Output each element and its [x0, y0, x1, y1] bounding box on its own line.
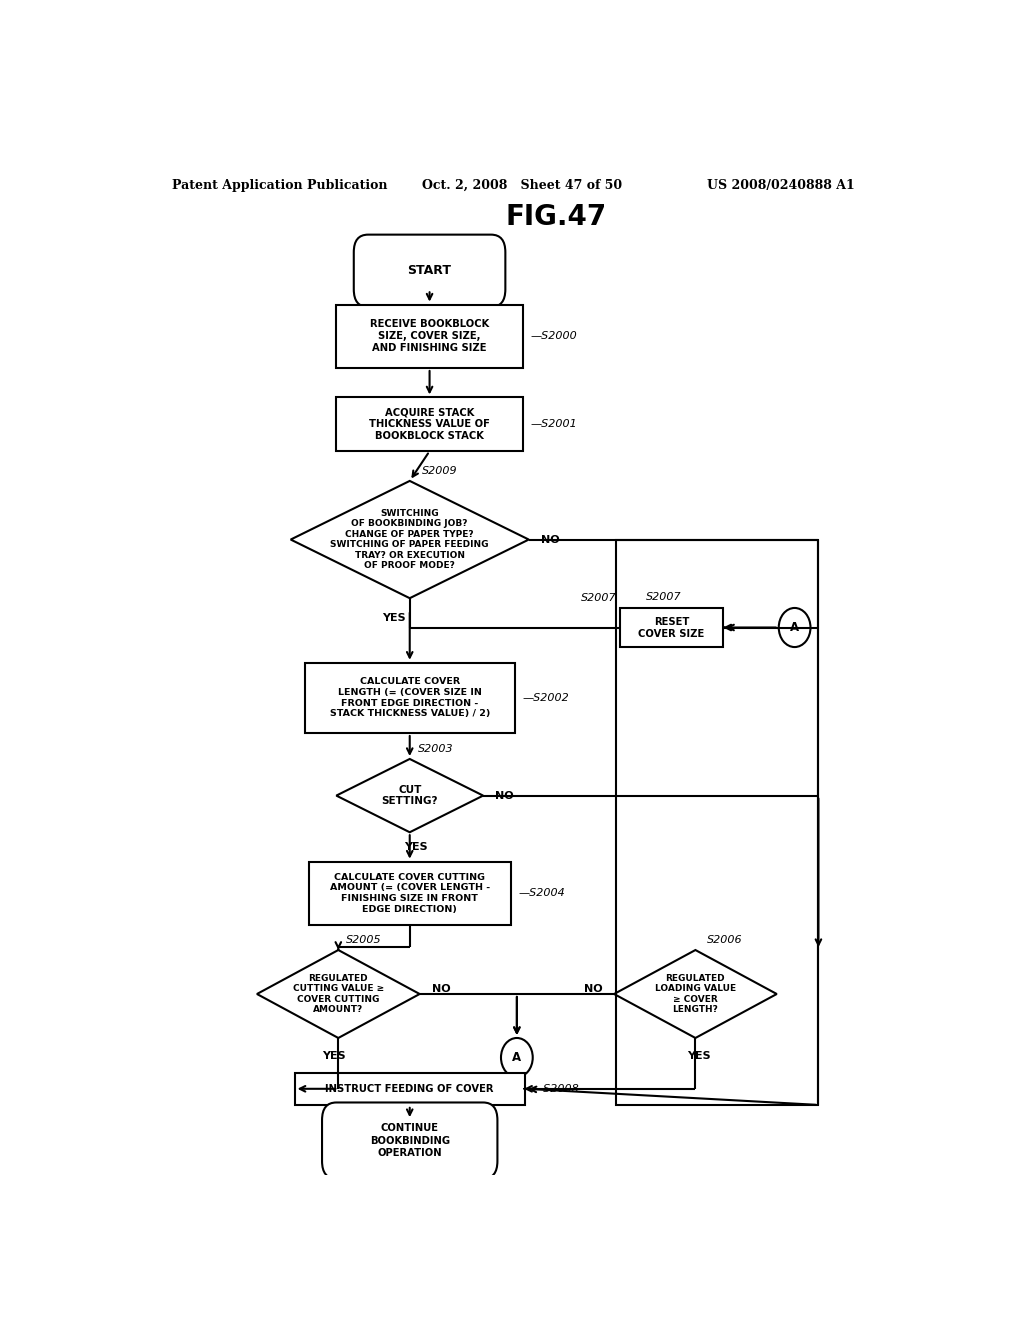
- Text: NO: NO: [495, 791, 514, 801]
- Bar: [621, 609, 723, 647]
- Text: ACQUIRE STACK
THICKNESS VALUE OF
BOOKBLOCK STACK: ACQUIRE STACK THICKNESS VALUE OF BOOKBLO…: [369, 408, 490, 441]
- Text: REGULATED
CUTTING VALUE ≥
COVER CUTTING
AMOUNT?: REGULATED CUTTING VALUE ≥ COVER CUTTING …: [293, 974, 384, 1014]
- Text: NO: NO: [431, 985, 451, 994]
- Polygon shape: [614, 950, 777, 1038]
- Text: RECEIVE BOOKBLOCK
SIZE, COVER SIZE,
AND FINISHING SIZE: RECEIVE BOOKBLOCK SIZE, COVER SIZE, AND …: [370, 319, 489, 354]
- FancyBboxPatch shape: [322, 1102, 498, 1179]
- Bar: [336, 397, 523, 451]
- Text: S2006: S2006: [708, 935, 743, 945]
- Text: —S2004: —S2004: [519, 888, 565, 899]
- Text: REGULATED
LOADING VALUE
≥ COVER
LENGTH?: REGULATED LOADING VALUE ≥ COVER LENGTH?: [655, 974, 736, 1014]
- Polygon shape: [257, 950, 420, 1038]
- Text: FIG.47: FIG.47: [506, 203, 607, 231]
- Text: NO: NO: [541, 535, 559, 545]
- Text: YES: YES: [323, 1051, 346, 1060]
- Text: CALCULATE COVER CUTTING
AMOUNT (= (COVER LENGTH -
FINISHING SIZE IN FRONT
EDGE D: CALCULATE COVER CUTTING AMOUNT (= (COVER…: [330, 873, 489, 913]
- Text: SWITCHING
OF BOOKBINDING JOB?
CHANGE OF PAPER TYPE?
SWITCHING OF PAPER FEEDING
T: SWITCHING OF BOOKBINDING JOB? CHANGE OF …: [331, 510, 489, 570]
- Text: YES: YES: [382, 612, 406, 623]
- Text: CALCULATE COVER
LENGTH (= (COVER SIZE IN
FRONT EDGE DIRECTION -
STACK THICKNESS : CALCULATE COVER LENGTH (= (COVER SIZE IN…: [330, 677, 489, 718]
- Text: INSTRUCT FEEDING OF COVER: INSTRUCT FEEDING OF COVER: [326, 1084, 494, 1094]
- Text: S2003: S2003: [418, 744, 454, 754]
- Text: S2007: S2007: [646, 593, 682, 602]
- Polygon shape: [336, 759, 483, 832]
- Text: YES: YES: [404, 842, 428, 851]
- Bar: [616, 540, 818, 1105]
- Bar: [308, 862, 511, 925]
- Text: CUT
SETTING?: CUT SETTING?: [382, 785, 438, 807]
- Text: YES: YES: [687, 1051, 712, 1060]
- Bar: [295, 1073, 525, 1105]
- Text: S2009: S2009: [422, 466, 458, 477]
- Text: —S2000: —S2000: [530, 331, 578, 342]
- Polygon shape: [291, 480, 528, 598]
- Text: S2005: S2005: [346, 935, 382, 945]
- Text: Oct. 2, 2008   Sheet 47 of 50: Oct. 2, 2008 Sheet 47 of 50: [422, 178, 622, 191]
- Text: START: START: [408, 264, 452, 277]
- Text: NO: NO: [584, 985, 602, 994]
- Circle shape: [501, 1038, 532, 1077]
- Bar: [304, 663, 515, 733]
- Text: A: A: [791, 620, 799, 634]
- Text: CONTINUE
BOOKBINDING
OPERATION: CONTINUE BOOKBINDING OPERATION: [370, 1123, 450, 1158]
- Text: S2007: S2007: [581, 593, 616, 603]
- Bar: [336, 305, 523, 368]
- Text: —S2001: —S2001: [530, 420, 578, 429]
- Text: US 2008/0240888 A1: US 2008/0240888 A1: [708, 178, 855, 191]
- FancyBboxPatch shape: [353, 235, 506, 308]
- Text: —S2002: —S2002: [523, 693, 569, 702]
- Text: A: A: [512, 1051, 521, 1064]
- Text: RESET
COVER SIZE: RESET COVER SIZE: [639, 616, 705, 639]
- Circle shape: [779, 609, 811, 647]
- Text: —S2008: —S2008: [532, 1084, 580, 1094]
- Text: Patent Application Publication: Patent Application Publication: [172, 178, 387, 191]
